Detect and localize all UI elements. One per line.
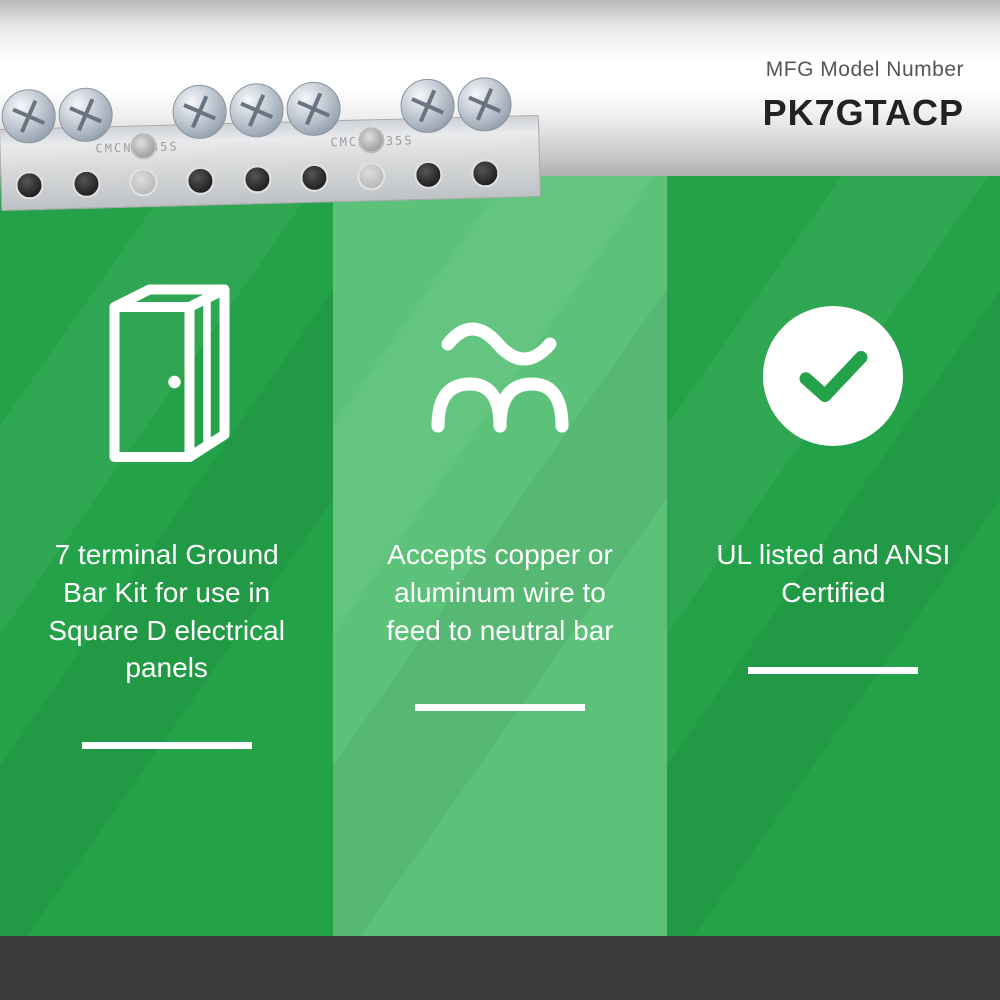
panel-box-icon <box>20 216 313 536</box>
feature-text-2: Accepts copper or aluminum wire to feed … <box>353 536 646 649</box>
ac-wave-icon <box>353 216 646 536</box>
checkmark-circle-icon <box>687 216 980 536</box>
feature-text-1: 7 terminal Ground Bar Kit for use in Squ… <box>20 536 313 687</box>
ground-bar-body: CMCNA-35S CMCNA-35S <box>0 115 541 211</box>
product-photo: CMCNA-35S CMCNA-35S <box>0 82 550 212</box>
underline-2 <box>415 704 585 711</box>
feature-column-1: 7 terminal Ground Bar Kit for use in Squ… <box>0 176 333 936</box>
model-number: PK7GTACP <box>763 92 964 134</box>
feature-column-2: Accepts copper or aluminum wire to feed … <box>333 176 666 936</box>
footer-bar <box>0 936 1000 1000</box>
underline-1 <box>82 742 252 749</box>
feature-text-3: UL listed and ANSI Certified <box>687 536 980 612</box>
feature-column-3: UL listed and ANSI Certified <box>667 176 1000 936</box>
main-columns: 7 terminal Ground Bar Kit for use in Squ… <box>0 176 1000 936</box>
underline-3 <box>748 667 918 674</box>
mfg-label: MFG Model Number <box>766 58 964 82</box>
